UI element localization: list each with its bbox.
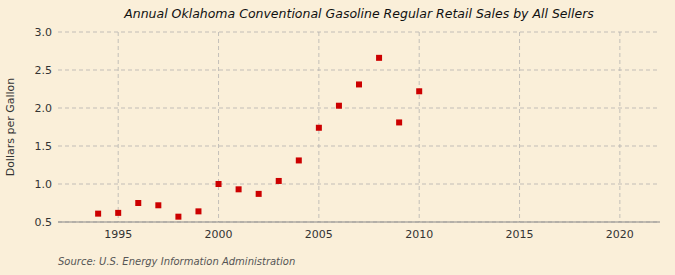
grid-line xyxy=(58,70,660,71)
chart: Annual Oklahoma Conventional Gasoline Re… xyxy=(0,0,675,275)
grid-line xyxy=(58,184,660,185)
point xyxy=(336,103,342,109)
point xyxy=(175,214,181,220)
point xyxy=(376,55,382,61)
point xyxy=(296,157,302,163)
title: Annual Oklahoma Conventional Gasoline Re… xyxy=(123,6,594,21)
y-tick-label: 1.5 xyxy=(35,140,53,153)
y-tick-label: 2.0 xyxy=(35,102,53,115)
point xyxy=(135,200,141,206)
source-note: Source: U.S. Energy Information Administ… xyxy=(58,256,295,267)
points xyxy=(95,55,422,220)
point xyxy=(256,191,262,197)
x-axis-line xyxy=(58,222,660,223)
point xyxy=(396,119,402,125)
point xyxy=(115,210,121,216)
point xyxy=(356,81,362,87)
x-tick-label: 2005 xyxy=(305,228,333,241)
point xyxy=(216,181,222,187)
grid-line xyxy=(619,32,620,222)
point xyxy=(416,88,422,94)
grid-line xyxy=(419,32,420,222)
grid-line xyxy=(58,32,660,33)
x-tick-label: 2020 xyxy=(606,228,634,241)
grid-line xyxy=(58,222,660,223)
point xyxy=(155,202,161,208)
grid-line xyxy=(519,32,520,222)
y-tick-label: 3.0 xyxy=(35,26,53,39)
point xyxy=(236,186,242,192)
x-tick-label: 2015 xyxy=(506,228,534,241)
point xyxy=(276,178,282,184)
y-tick-label: 1.0 xyxy=(35,178,53,191)
grid-line xyxy=(58,146,660,147)
background xyxy=(0,0,675,275)
grid-line xyxy=(118,32,119,222)
y-tick-label: 0.5 xyxy=(35,216,53,229)
point xyxy=(95,211,101,217)
y-tick-label: 2.5 xyxy=(35,64,53,77)
point xyxy=(316,125,322,131)
point xyxy=(195,208,201,214)
grid-line xyxy=(58,108,660,109)
x-tick-label: 2000 xyxy=(205,228,233,241)
x-tick-label: 2010 xyxy=(405,228,433,241)
y-axis-label: Dollars per Gallon xyxy=(4,78,17,177)
grid xyxy=(58,32,660,222)
x-tick-label: 1995 xyxy=(104,228,132,241)
grid-line xyxy=(218,32,219,222)
